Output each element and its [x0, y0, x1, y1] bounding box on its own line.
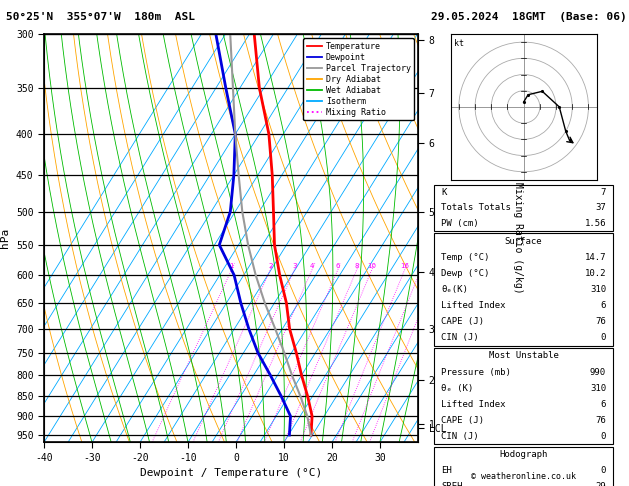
Text: CAPE (J): CAPE (J)	[441, 317, 484, 326]
Text: 0: 0	[601, 333, 606, 342]
Text: 4: 4	[310, 263, 314, 269]
Text: 1.56: 1.56	[584, 219, 606, 227]
Text: 14.7: 14.7	[584, 253, 606, 262]
Text: Hodograph: Hodograph	[499, 450, 548, 459]
Text: 6: 6	[601, 301, 606, 310]
Text: 1: 1	[230, 263, 234, 269]
Text: 37: 37	[596, 203, 606, 212]
Text: 29.05.2024  18GMT  (Base: 06): 29.05.2024 18GMT (Base: 06)	[431, 12, 626, 22]
Text: θₑ (K): θₑ (K)	[441, 383, 474, 393]
Text: CIN (J): CIN (J)	[441, 333, 479, 342]
Text: 990: 990	[590, 367, 606, 377]
Text: 6: 6	[336, 263, 340, 269]
Text: 10: 10	[367, 263, 377, 269]
Text: 0: 0	[601, 466, 606, 475]
Text: Temp (°C): Temp (°C)	[441, 253, 489, 262]
Y-axis label: Mixing Ratio (g/kg): Mixing Ratio (g/kg)	[513, 182, 523, 294]
Text: Most Unstable: Most Unstable	[489, 351, 559, 361]
Text: θₑ(K): θₑ(K)	[441, 285, 468, 294]
Text: 3: 3	[292, 263, 297, 269]
Text: 310: 310	[590, 383, 606, 393]
Text: Pressure (mb): Pressure (mb)	[441, 367, 511, 377]
Text: PW (cm): PW (cm)	[441, 219, 479, 227]
Text: Dewp (°C): Dewp (°C)	[441, 269, 489, 278]
Text: Lifted Index: Lifted Index	[441, 399, 506, 409]
Text: kt: kt	[454, 39, 464, 48]
Text: 7: 7	[601, 188, 606, 197]
Text: K: K	[441, 188, 447, 197]
Text: 6: 6	[601, 399, 606, 409]
Text: 16: 16	[400, 263, 409, 269]
Text: EH: EH	[441, 466, 452, 475]
Text: SREH: SREH	[441, 482, 463, 486]
Text: 76: 76	[596, 317, 606, 326]
Text: CIN (J): CIN (J)	[441, 432, 479, 441]
Legend: Temperature, Dewpoint, Parcel Trajectory, Dry Adiabat, Wet Adiabat, Isotherm, Mi: Temperature, Dewpoint, Parcel Trajectory…	[303, 38, 414, 121]
Text: 310: 310	[590, 285, 606, 294]
Text: © weatheronline.co.uk: © weatheronline.co.uk	[471, 472, 576, 481]
Text: CAPE (J): CAPE (J)	[441, 416, 484, 425]
Y-axis label: hPa: hPa	[1, 228, 11, 248]
Text: 8: 8	[355, 263, 359, 269]
Text: 2: 2	[269, 263, 273, 269]
Text: Surface: Surface	[505, 237, 542, 246]
Text: 29: 29	[596, 482, 606, 486]
Text: 50°25'N  355°07'W  180m  ASL: 50°25'N 355°07'W 180m ASL	[6, 12, 195, 22]
Text: Lifted Index: Lifted Index	[441, 301, 506, 310]
X-axis label: Dewpoint / Temperature (°C): Dewpoint / Temperature (°C)	[140, 468, 322, 478]
Text: 0: 0	[601, 432, 606, 441]
Text: 76: 76	[596, 416, 606, 425]
Text: 10.2: 10.2	[584, 269, 606, 278]
Text: Totals Totals: Totals Totals	[441, 203, 511, 212]
